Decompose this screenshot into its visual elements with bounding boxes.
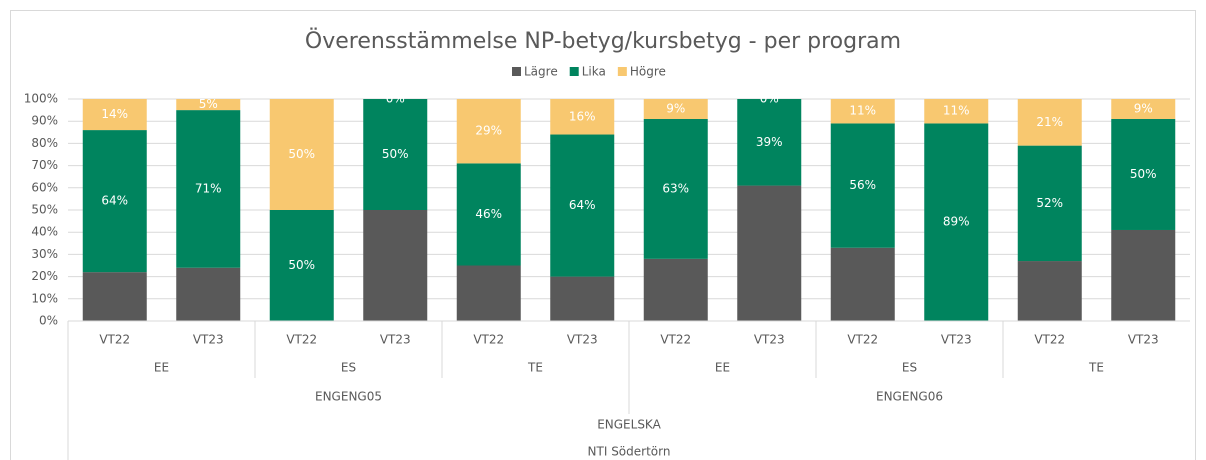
data-label: 50% xyxy=(288,258,315,272)
bar-segment xyxy=(1017,261,1082,321)
bar-segment xyxy=(82,130,147,273)
bar-segment xyxy=(456,99,521,164)
bar-segment xyxy=(1017,99,1082,146)
x-tick-label: VT23 xyxy=(754,333,785,347)
group-label: ENGENG06 xyxy=(876,390,943,404)
bar-segment xyxy=(176,99,241,111)
data-label: 63% xyxy=(662,181,689,195)
data-label: 29% xyxy=(475,124,502,138)
bar-segment xyxy=(82,272,147,321)
x-tick-label: VT23 xyxy=(193,333,224,347)
legend-swatch xyxy=(512,67,521,76)
bar-segment xyxy=(82,99,147,131)
data-label: 5% xyxy=(199,97,218,111)
group-label: ENGENG05 xyxy=(315,390,382,404)
x-tick-label: VT23 xyxy=(941,333,972,347)
bar-segment xyxy=(643,99,708,119)
bar-segment xyxy=(269,210,334,321)
bar-segment xyxy=(550,276,615,321)
group-label: TE xyxy=(1088,361,1104,375)
data-label: 64% xyxy=(569,198,596,212)
data-label: 56% xyxy=(849,178,876,192)
data-label: 64% xyxy=(101,194,128,208)
bar-segment xyxy=(456,265,521,321)
group-label: ES xyxy=(341,361,356,375)
x-tick-label: VT23 xyxy=(567,333,598,347)
y-tick-label: 40% xyxy=(31,225,58,239)
bar-segment xyxy=(737,99,802,186)
group-label: ES xyxy=(902,361,917,375)
y-tick-label: 0% xyxy=(39,314,58,328)
bar-segment xyxy=(1017,145,1082,262)
data-label: 50% xyxy=(382,147,409,161)
x-tick-label: VT22 xyxy=(473,333,504,347)
group-label: EE xyxy=(154,361,169,375)
bar-segment xyxy=(830,99,895,124)
bar-segment xyxy=(363,210,428,321)
y-tick-label: 80% xyxy=(31,136,58,150)
group-label: EE xyxy=(715,361,730,375)
x-tick-label: VT22 xyxy=(1034,333,1065,347)
data-label: 89% xyxy=(943,215,970,229)
data-label: 0% xyxy=(386,92,405,106)
data-label: 21% xyxy=(1036,115,1063,129)
group-label: ENGELSKA xyxy=(597,418,661,432)
bar-segment xyxy=(830,123,895,248)
bar-segment xyxy=(1111,229,1176,321)
x-tick-label: VT22 xyxy=(847,333,878,347)
y-tick-label: 50% xyxy=(31,203,58,217)
y-tick-label: 10% xyxy=(31,291,58,305)
data-label: 9% xyxy=(1134,101,1153,115)
bar-segment xyxy=(1111,118,1176,230)
data-label: 50% xyxy=(288,147,315,161)
data-label: 52% xyxy=(1036,196,1063,210)
data-label: 14% xyxy=(101,107,128,121)
bar-segment xyxy=(550,99,615,135)
x-tick-label: VT22 xyxy=(99,333,130,347)
y-tick-label: 30% xyxy=(31,247,58,261)
legend-label: Högre xyxy=(630,65,666,79)
data-label: 39% xyxy=(756,135,783,149)
y-tick-label: 90% xyxy=(31,114,58,128)
bar-segment xyxy=(830,247,895,321)
bar-segment xyxy=(550,134,615,277)
y-tick-label: 70% xyxy=(31,158,58,172)
bar-segment xyxy=(924,123,989,321)
y-tick-label: 20% xyxy=(31,269,58,283)
x-tick-label: VT22 xyxy=(286,333,317,347)
data-label: 0% xyxy=(760,92,779,106)
bar-segment xyxy=(456,163,521,266)
data-label: 50% xyxy=(1130,167,1157,181)
legend-label: Lika xyxy=(582,65,606,79)
bar-segment xyxy=(643,118,708,259)
data-label: 71% xyxy=(195,181,222,195)
bar-segment xyxy=(363,99,428,210)
data-label: 11% xyxy=(849,104,876,118)
group-label: NTI Södertörn xyxy=(588,445,671,459)
chart-title: Överensstämmelse NP-betyg/kursbetyg - pe… xyxy=(305,28,901,54)
data-label: 9% xyxy=(666,101,685,115)
bar-segment xyxy=(176,267,241,321)
x-tick-label: VT23 xyxy=(380,333,411,347)
legend-swatch xyxy=(569,67,579,76)
bar-segment xyxy=(643,258,708,321)
legend-label: Lägre xyxy=(524,65,558,79)
bar-segment xyxy=(737,185,802,321)
x-tick-label: VT22 xyxy=(660,333,691,347)
y-tick-label: 60% xyxy=(31,180,58,194)
bar-segment xyxy=(924,99,989,124)
data-label: 11% xyxy=(943,104,970,118)
data-label: 16% xyxy=(569,109,596,123)
group-label: TE xyxy=(527,361,543,375)
data-label: 46% xyxy=(475,207,502,221)
y-tick-label: 100% xyxy=(24,92,58,106)
bar-segment xyxy=(269,99,334,210)
x-tick-label: VT23 xyxy=(1128,333,1159,347)
bar-segment xyxy=(1111,99,1176,119)
legend-swatch xyxy=(617,67,627,76)
bar-segment xyxy=(176,110,241,268)
